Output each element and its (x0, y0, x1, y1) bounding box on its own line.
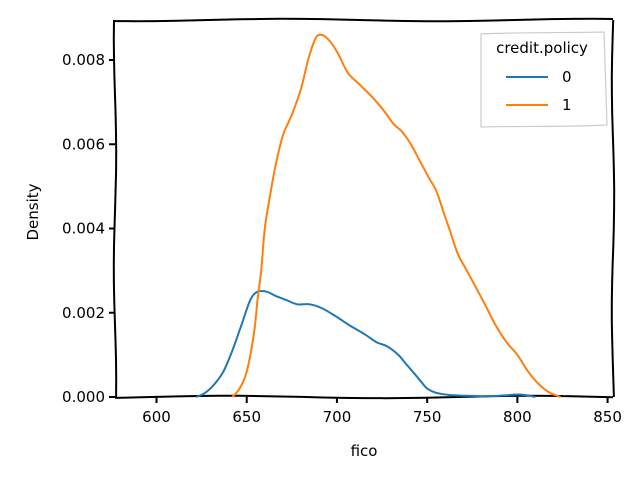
legend-label-1: 1 (562, 96, 572, 114)
y-tick-label: 0.000 (62, 388, 105, 406)
x-tick-label: 700 (323, 408, 352, 426)
y-tick-label: 0.002 (62, 304, 105, 322)
legend: credit.policy 01 (480, 31, 608, 128)
series-line-0 (195, 289, 536, 398)
x-tick-label: 600 (142, 408, 171, 426)
x-axis-label: fico (351, 442, 378, 460)
y-tick-label: 0.006 (62, 135, 105, 153)
x-tick-label: 850 (593, 408, 622, 426)
y-tick-label: 0.004 (62, 220, 105, 238)
legend-title: credit.policy (496, 39, 588, 57)
series-group (195, 33, 562, 398)
legend-label-0: 0 (562, 68, 572, 86)
legend-items: 01 (506, 68, 572, 114)
y-axis-label: Density (24, 183, 42, 240)
series-line-1 (231, 33, 562, 398)
x-axis-ticks: 600 650 700 750 800 850 (142, 397, 622, 426)
y-tick-label: 0.008 (62, 51, 105, 69)
plot-frame (112, 17, 616, 400)
x-tick-label: 650 (232, 408, 261, 426)
y-axis-ticks: 0.000 0.002 0.004 0.006 0.008 (62, 51, 115, 406)
legend-box (480, 31, 608, 128)
x-tick-label: 750 (413, 408, 442, 426)
x-tick-label: 800 (503, 408, 532, 426)
